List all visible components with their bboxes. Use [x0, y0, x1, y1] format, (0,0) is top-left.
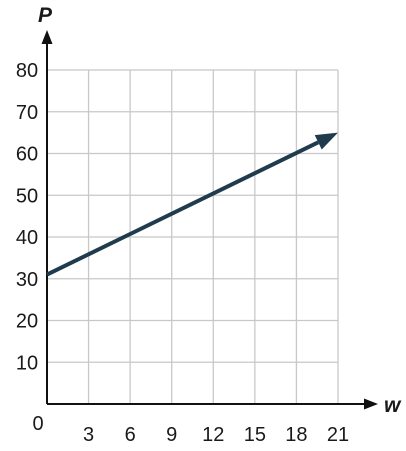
x-tick-label: 6 [125, 424, 136, 446]
origin-label: 0 [32, 413, 43, 435]
x-tick-label: 12 [202, 424, 224, 446]
y-tick-label: 30 [16, 269, 38, 291]
axes [41, 30, 378, 410]
x-axis-arrowhead [364, 398, 378, 410]
series [46, 132, 338, 277]
y-tick-label: 60 [16, 144, 38, 166]
y-tick-label: 20 [16, 311, 38, 333]
series-arrowhead [314, 132, 338, 150]
y-tick-label: 50 [16, 185, 38, 207]
x-tick-label: 15 [244, 424, 266, 446]
series-line [46, 140, 320, 277]
y-tick-label: 80 [16, 60, 38, 82]
x-tick-label: 9 [166, 424, 177, 446]
tick-labels: 3 6 9 12 15 18 21 10 20 30 40 50 60 70 80 [16, 60, 349, 446]
x-axis-label: w [384, 394, 402, 417]
x-tick-label: 21 [327, 424, 349, 446]
y-tick-label: 70 [16, 102, 38, 124]
x-tick-label: 3 [83, 424, 94, 446]
y-tick-label: 10 [16, 352, 38, 374]
x-tick-label: 18 [285, 424, 307, 446]
y-axis-arrowhead [41, 30, 53, 44]
grid [47, 69, 339, 404]
y-axis-label: P [38, 4, 53, 27]
y-tick-label: 40 [16, 227, 38, 249]
